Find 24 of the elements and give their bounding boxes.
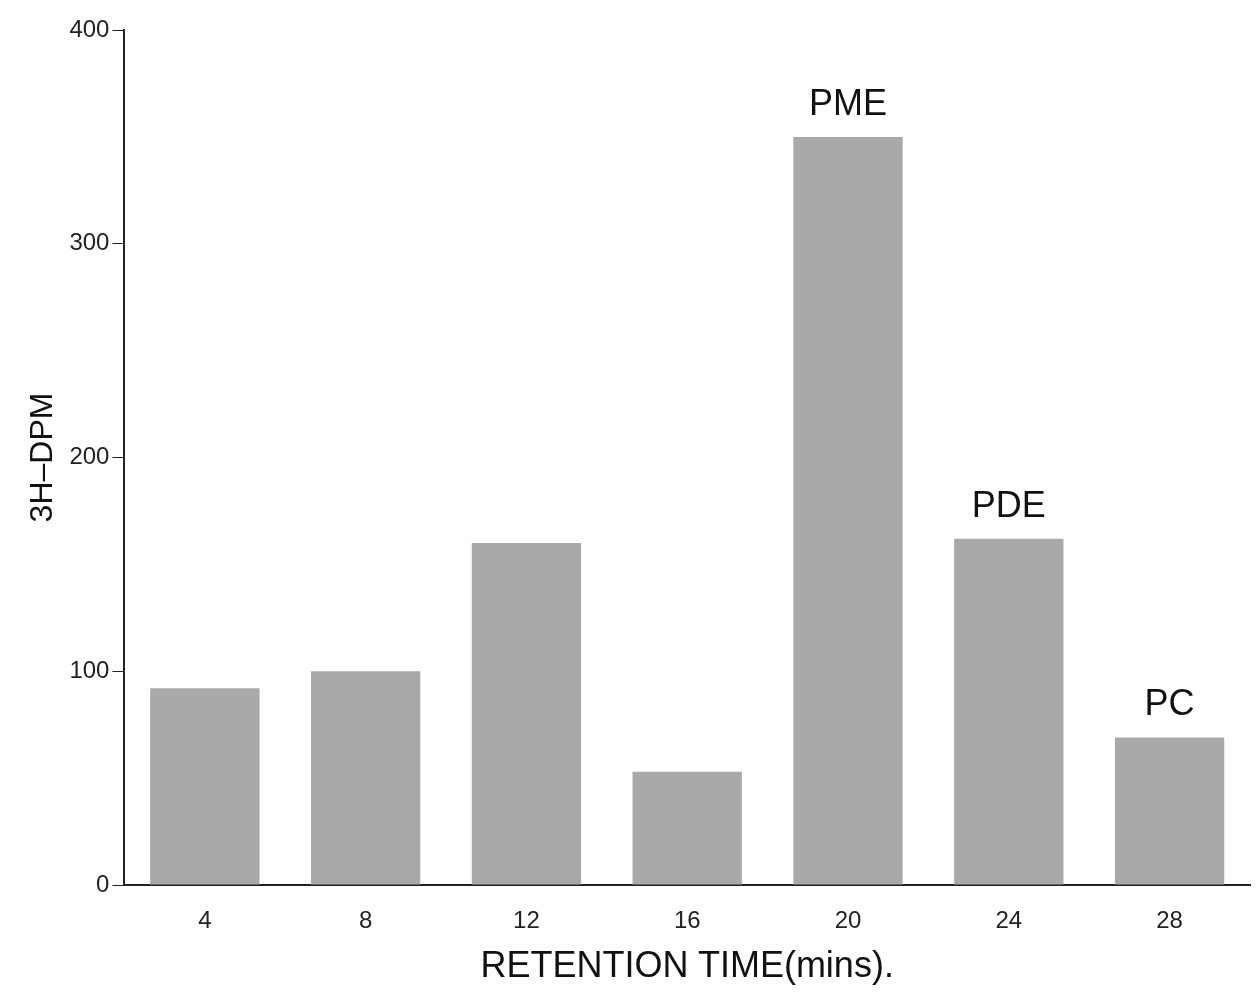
y-tick-label: 200 bbox=[69, 442, 110, 470]
annotation: PDE bbox=[971, 483, 1046, 525]
bar bbox=[954, 538, 1064, 885]
y-tick-label: 100 bbox=[69, 655, 110, 683]
annotation: PC bbox=[1144, 682, 1195, 724]
x-tick-label: 28 bbox=[1156, 906, 1183, 934]
x-tick-label: 24 bbox=[995, 906, 1023, 934]
x-tick-label: 20 bbox=[834, 906, 862, 934]
x-tick-label: 8 bbox=[358, 906, 373, 934]
x-tick-label: 4 bbox=[198, 906, 212, 934]
y-tick-label: 300 bbox=[69, 228, 110, 256]
bar bbox=[471, 543, 582, 885]
annotation: PME bbox=[809, 81, 888, 123]
y-axis-title: 3H–DPM bbox=[23, 392, 60, 523]
bar bbox=[150, 688, 260, 885]
y-tick-label: 0 bbox=[96, 869, 110, 897]
bar bbox=[632, 771, 742, 885]
bar bbox=[793, 136, 903, 885]
x-tick-label: 16 bbox=[673, 906, 701, 934]
y-tick-label: 400 bbox=[69, 14, 110, 42]
x-axis-title: RETENTION TIME(mins). bbox=[480, 944, 894, 986]
x-tick-label: 12 bbox=[513, 906, 540, 934]
bar bbox=[310, 671, 421, 885]
bar bbox=[1114, 737, 1225, 885]
